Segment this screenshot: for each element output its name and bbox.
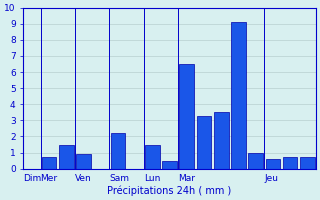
X-axis label: Précipitations 24h ( mm ): Précipitations 24h ( mm ) xyxy=(108,185,232,196)
Bar xyxy=(283,157,297,169)
Bar xyxy=(162,161,177,169)
Bar xyxy=(59,145,74,169)
Bar xyxy=(197,116,211,169)
Bar xyxy=(231,22,246,169)
Bar xyxy=(180,64,194,169)
Bar xyxy=(145,145,160,169)
Bar xyxy=(76,154,91,169)
Bar xyxy=(214,112,228,169)
Bar xyxy=(42,157,56,169)
Bar xyxy=(111,133,125,169)
Bar xyxy=(300,157,315,169)
Bar xyxy=(266,159,280,169)
Bar xyxy=(248,153,263,169)
